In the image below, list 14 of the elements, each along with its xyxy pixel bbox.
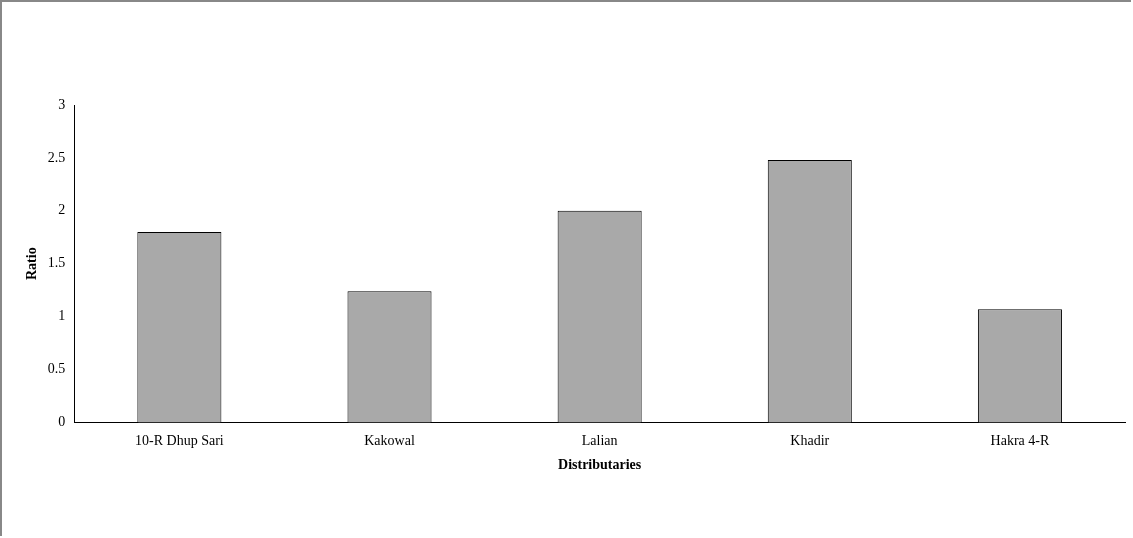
x-tick-label: Hakra 4-R bbox=[990, 433, 1050, 449]
y-tick-label: 2 bbox=[58, 202, 66, 218]
x-tick-label: Lalian bbox=[581, 433, 618, 449]
x-tick-label: Khadir bbox=[790, 433, 830, 449]
x-tick-label: 10-R Dhup Sari bbox=[135, 433, 224, 449]
y-tick-label: 0 bbox=[58, 414, 66, 430]
y-tick-label: 0.5 bbox=[47, 361, 66, 377]
y-tick-label: 1 bbox=[58, 308, 66, 324]
x-axis-title: Distributaries bbox=[558, 457, 642, 473]
y-tick-label: 2.5 bbox=[47, 149, 66, 165]
y-tick-label: 1.5 bbox=[47, 255, 66, 271]
x-tick-label: Kakowal bbox=[364, 433, 415, 449]
y-axis-title: Ratio bbox=[24, 247, 40, 281]
y-tick-label: 3 bbox=[58, 96, 66, 112]
